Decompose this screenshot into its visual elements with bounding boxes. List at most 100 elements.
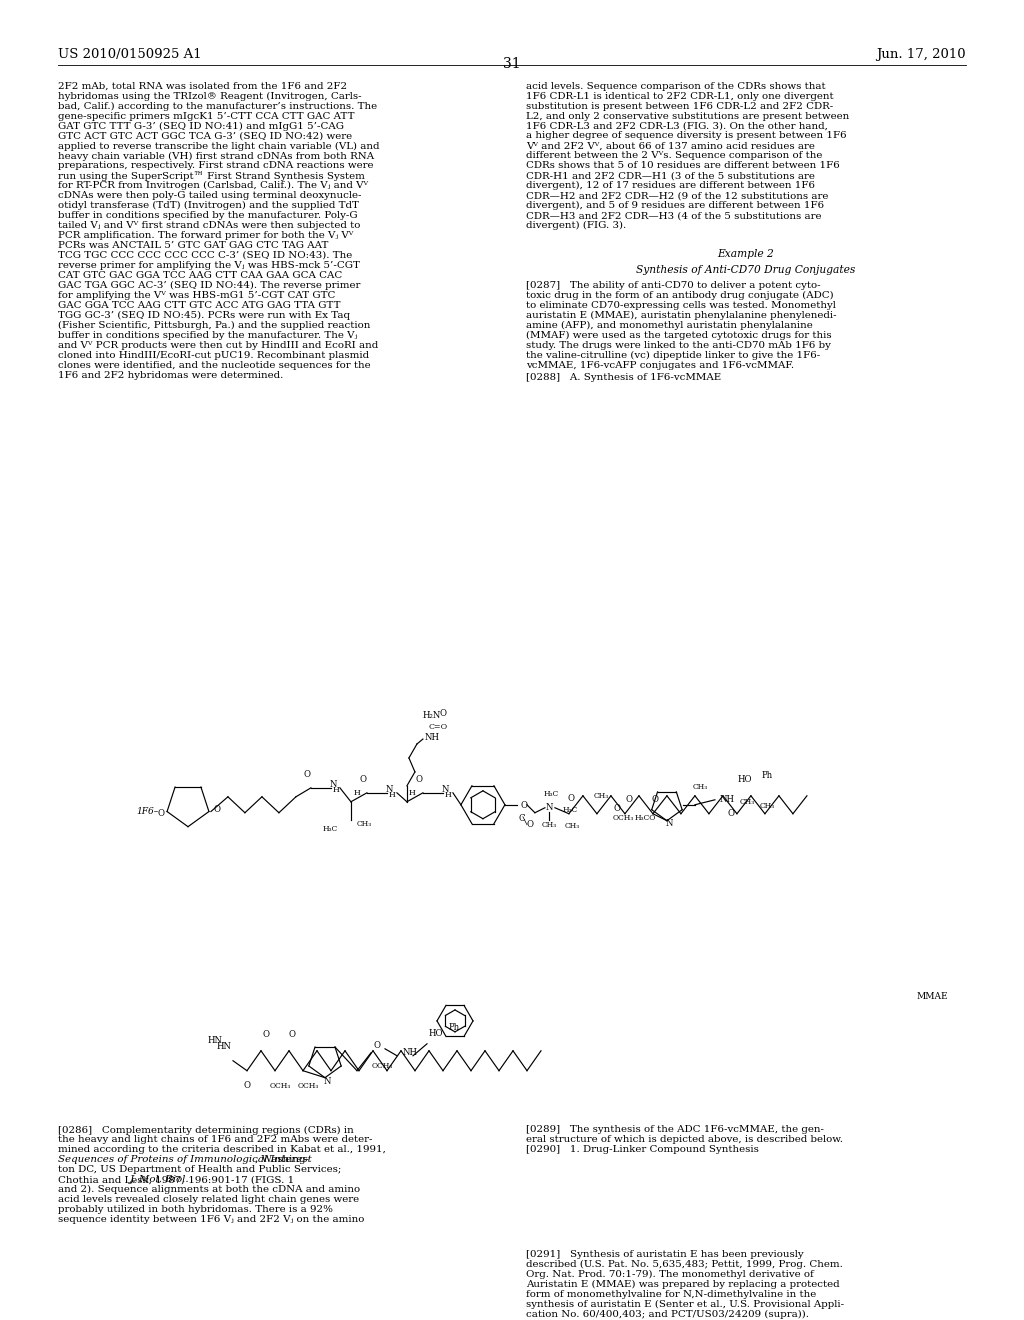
Text: bad, Calif.) according to the manufacturer’s instructions. The: bad, Calif.) according to the manufactur… [58,102,377,111]
Text: study. The drugs were linked to the anti-CD70 mAb 1F6 by: study. The drugs were linked to the anti… [526,341,830,350]
Text: H: H [353,789,360,797]
Text: GTC ACT GTC ACT GGC TCA G-3’ (SEQ ID NO:42) were: GTC ACT GTC ACT GGC TCA G-3’ (SEQ ID NO:… [58,132,352,140]
Text: 31: 31 [503,57,521,71]
Text: N: N [386,785,393,793]
Text: O: O [651,795,658,804]
Text: probably utilized in both hybridomas. There is a 92%: probably utilized in both hybridomas. Th… [58,1205,333,1214]
Text: NH: NH [720,795,735,804]
Text: CH₃: CH₃ [542,821,557,829]
Text: (MMAF) were used as the targeted cytotoxic drugs for this: (MMAF) were used as the targeted cytotox… [526,331,831,339]
Text: [0286]   Complementarity determining regions (CDRs) in: [0286] Complementarity determining regio… [58,1126,353,1135]
Text: different between the 2 Vⱽs. Sequence comparison of the: different between the 2 Vⱽs. Sequence co… [526,152,822,161]
Text: for RT-PCR from Invitrogen (Carlsbad, Calif.). The Vⱼ and Vⱽ: for RT-PCR from Invitrogen (Carlsbad, Ca… [58,181,368,190]
Text: O: O [613,804,621,813]
Text: for amplifying the Vⱽ was HBS-mG1 5’-CGT CAT GTC: for amplifying the Vⱽ was HBS-mG1 5’-CGT… [58,290,336,300]
Text: NH: NH [403,1048,418,1057]
Text: O: O [244,1081,251,1090]
Text: 196:901-17 (FIGS. 1: 196:901-17 (FIGS. 1 [185,1175,294,1184]
Text: applied to reverse transcribe the light chain variable (VL) and: applied to reverse transcribe the light … [58,141,380,150]
Text: clones were identified, and the nucleotide sequences for the: clones were identified, and the nucleoti… [58,360,371,370]
Text: amine (AFP), and monomethyl auristatin phenylalanine: amine (AFP), and monomethyl auristatin p… [526,321,813,330]
Text: O: O [567,795,574,804]
Text: L2, and only 2 conservative substitutions are present between: L2, and only 2 conservative substitution… [526,112,849,120]
Text: Chothia and Lesk, 1987,: Chothia and Lesk, 1987, [58,1175,187,1184]
Text: N: N [545,804,553,812]
Text: ton DC, US Department of Health and Public Services;: ton DC, US Department of Health and Publ… [58,1166,341,1175]
Text: H₃CO: H₃CO [634,813,655,822]
Text: C: C [518,814,525,824]
Text: O: O [626,795,633,804]
Text: O: O [520,801,527,810]
Text: to eliminate CD70-expressing cells was tested. Monomethyl: to eliminate CD70-expressing cells was t… [526,301,836,310]
Text: the valine-citrulline (vc) dipeptide linker to give the 1F6-: the valine-citrulline (vc) dipeptide lin… [526,351,820,360]
Text: divergent) (FIG. 3).: divergent) (FIG. 3). [526,222,627,230]
Text: H: H [333,785,340,793]
Text: PCR amplification. The forward primer for both the Vⱼ Vⱽ: PCR amplification. The forward primer fo… [58,231,353,240]
Text: HO: HO [737,775,753,784]
Text: C=O: C=O [429,723,449,731]
Text: Ph: Ph [449,1023,460,1032]
Text: H: H [389,791,396,799]
Text: O: O [213,805,220,814]
Text: 1F6 CDR-L1 is identical to 2F2 CDR-L1, only one divergent: 1F6 CDR-L1 is identical to 2F2 CDR-L1, o… [526,91,834,100]
Text: Auristatin E (MMAE) was prepared by replacing a protected: Auristatin E (MMAE) was prepared by repl… [526,1280,840,1290]
Text: divergent), and 5 of 9 residues are different between 1F6: divergent), and 5 of 9 residues are diff… [526,201,824,210]
Text: tailed Vⱼ and Vⱽ first strand cDNAs were then subjected to: tailed Vⱼ and Vⱽ first strand cDNAs were… [58,222,360,230]
Text: J. Mol. Biol.: J. Mol. Biol. [130,1175,189,1184]
Text: reverse primer for amplifying the Vⱼ was HBS-mck 5’-CGT: reverse primer for amplifying the Vⱼ was… [58,261,359,271]
Text: GAC GGA TCC AAG CTT GTC ACC ATG GAG TTA GTT: GAC GGA TCC AAG CTT GTC ACC ATG GAG TTA … [58,301,341,310]
Text: Org. Nat. Prod. 70:1-79). The monomethyl derivative of: Org. Nat. Prod. 70:1-79). The monomethyl… [526,1270,814,1279]
Text: sequence identity between 1F6 Vⱼ and 2F2 Vⱼ on the amino: sequence identity between 1F6 Vⱼ and 2F2… [58,1216,365,1224]
Text: O: O [359,775,367,784]
Text: Jun. 17, 2010: Jun. 17, 2010 [877,48,966,61]
Text: N: N [330,780,338,789]
Text: hybridomas using the TRIzol® Reagent (Invitrogen, Carls-: hybridomas using the TRIzol® Reagent (In… [58,91,361,100]
Text: otidyl transferase (TdT) (Invitrogen) and the supplied TdT: otidyl transferase (TdT) (Invitrogen) an… [58,201,358,210]
Text: Synthesis of Anti-CD70 Drug Conjugates: Synthesis of Anti-CD70 Drug Conjugates [636,265,856,275]
Text: 1F6 and 2F2 hybridomas were determined.: 1F6 and 2F2 hybridomas were determined. [58,371,284,380]
Text: O: O [289,1031,296,1039]
Text: CDRs shows that 5 of 10 residues are different between 1F6: CDRs shows that 5 of 10 residues are dif… [526,161,840,170]
Text: vcMMAE, 1F6-vcAFP conjugates and 1F6-vcMMAF.: vcMMAE, 1F6-vcAFP conjugates and 1F6-vcM… [526,360,795,370]
Text: [0287]   The ability of anti-CD70 to deliver a potent cyto-: [0287] The ability of anti-CD70 to deliv… [526,281,820,290]
Text: GAT GTC TTT G-3’ (SEQ ID NO:41) and mIgG1 5’-CAG: GAT GTC TTT G-3’ (SEQ ID NO:41) and mIgG… [58,121,344,131]
Text: O: O [727,809,734,818]
Text: acid levels. Sequence comparison of the CDRs shows that: acid levels. Sequence comparison of the … [526,82,825,91]
Text: toxic drug in the form of an antibody drug conjugate (ADC): toxic drug in the form of an antibody dr… [526,290,834,300]
Text: O: O [526,820,534,829]
Text: form of monomethylvaline for N,N-dimethylvaline in the: form of monomethylvaline for N,N-dimethy… [526,1290,816,1299]
Text: heavy chain variable (VH) first strand cDNAs from both RNA: heavy chain variable (VH) first strand c… [58,152,374,161]
Text: O: O [416,775,423,784]
Text: [0291]   Synthesis of auristatin E has been previously: [0291] Synthesis of auristatin E has bee… [526,1250,804,1259]
Text: HN: HN [208,1036,223,1045]
Text: and 2). Sequence alignments at both the cDNA and amino: and 2). Sequence alignments at both the … [58,1185,360,1195]
Text: run using the SuperScript™ First Strand Synthesis System: run using the SuperScript™ First Strand … [58,172,365,181]
Text: [0289]   The synthesis of the ADC 1F6-vcMMAE, the gen-: [0289] The synthesis of the ADC 1F6-vcMM… [526,1126,824,1134]
Text: H₃C: H₃C [562,805,578,813]
Text: H₃C: H₃C [323,825,338,833]
Text: buffer in conditions specified by the manufacturer. Poly-G: buffer in conditions specified by the ma… [58,211,357,220]
Text: N: N [324,1077,331,1086]
Text: cDNAs were then poly-G tailed using terminal deoxynucle-: cDNAs were then poly-G tailed using term… [58,191,361,201]
Text: GAC TGA GGC AC-3’ (SEQ ID NO:44). The reverse primer: GAC TGA GGC AC-3’ (SEQ ID NO:44). The re… [58,281,360,290]
Text: H: H [409,789,416,797]
Text: Vⱽ and 2F2 Vⱽ, about 66 of 137 amino acid residues are: Vⱽ and 2F2 Vⱽ, about 66 of 137 amino aci… [526,141,815,150]
Text: CH₃: CH₃ [692,783,708,791]
Text: 2F2 mAb, total RNA was isolated from the 1F6 and 2F2: 2F2 mAb, total RNA was isolated from the… [58,82,347,91]
Text: CH₃: CH₃ [760,801,774,809]
Text: CH₃: CH₃ [564,821,580,830]
Text: OCH₃: OCH₃ [269,1081,291,1089]
Text: substitution is present between 1F6 CDR-L2 and 2F2 CDR-: substitution is present between 1F6 CDR-… [526,102,834,111]
Text: PCRs was ANCTAIL 5’ GTC GAT GAG CTC TAG AAT: PCRs was ANCTAIL 5’ GTC GAT GAG CTC TAG … [58,242,329,249]
Text: CH₃: CH₃ [593,792,608,800]
Text: 1F6–: 1F6– [137,807,159,816]
Text: O: O [303,771,310,779]
Text: H₃C: H₃C [544,789,559,797]
Text: , Washing-: , Washing- [255,1155,309,1164]
Text: [0288]   A. Synthesis of 1F6-vcMMAE: [0288] A. Synthesis of 1F6-vcMMAE [526,372,721,381]
Text: HO: HO [429,1030,443,1039]
Text: CH₃: CH₃ [357,820,372,828]
Text: CH₃: CH₃ [739,797,755,805]
Text: [0290]   1. Drug-Linker Compound Synthesis: [0290] 1. Drug-Linker Compound Synthesis [526,1146,759,1155]
Text: eral structure of which is depicted above, is described below.: eral structure of which is depicted abov… [526,1135,843,1144]
